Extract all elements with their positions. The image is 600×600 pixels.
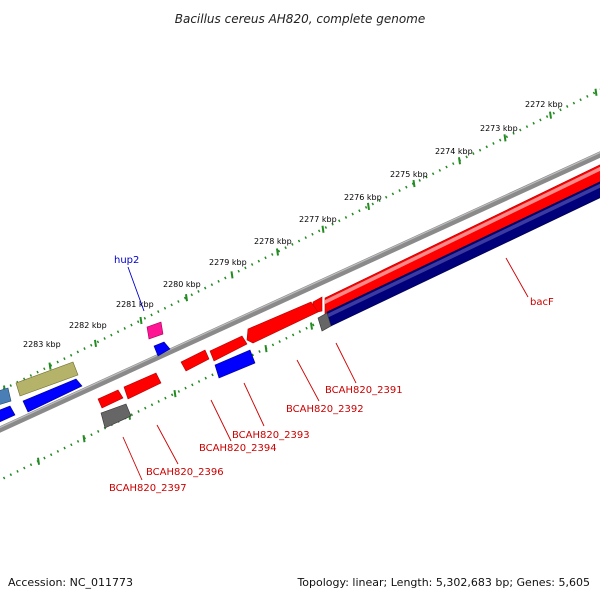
chromosome-backbone-highlight <box>0 151 600 429</box>
gene-bacF[interactable] <box>324 160 600 316</box>
scale-major-tick <box>48 362 52 370</box>
leader-2391 <box>335 342 357 384</box>
leader-lines <box>122 257 529 481</box>
reverse-strand-genes <box>0 181 600 429</box>
label-bcah820-2397[interactable]: BCAH820_2397 <box>109 483 187 494</box>
gene-bcah820-2397[interactable] <box>97 389 124 409</box>
scale-major-tick <box>94 339 97 347</box>
label-bcah820-2391[interactable]: BCAH820_2391 <box>325 385 403 396</box>
leader-bacF <box>505 257 529 298</box>
kbp-label: 2277 kbp <box>299 215 337 224</box>
leader-hup2 <box>127 266 145 312</box>
kbp-label: 2276 kbp <box>344 193 382 202</box>
scale-major-tick <box>367 202 370 211</box>
kbp-label: 2273 kbp <box>480 124 518 133</box>
scale-major-tick <box>549 111 552 119</box>
gene-bcah820-2396[interactable] <box>123 372 162 400</box>
gene-steelblue[interactable] <box>0 387 12 406</box>
gene-gray-small[interactable] <box>317 312 332 332</box>
genome-summary-text: Topology: linear; Length: 5,302,683 bp; … <box>296 576 590 589</box>
gene-navy-highlight <box>327 183 600 318</box>
kbp-label: 2278 kbp <box>254 237 292 246</box>
label-bacF[interactable]: bacF <box>530 297 554 308</box>
scale-major-tick <box>276 248 279 256</box>
gene-blue-edge[interactable] <box>0 405 16 424</box>
gene-blue-left[interactable] <box>22 378 83 413</box>
kbp-label: 2280 kbp <box>163 280 201 289</box>
kbp-label: 2283 kbp <box>23 340 61 349</box>
kbp-label: 2279 kbp <box>209 258 247 267</box>
leader-2396 <box>156 424 179 465</box>
scale-line-lower <box>0 181 600 482</box>
kbp-label: 2274 kbp <box>435 147 473 156</box>
map-title: Bacillus cereus AH820, complete genome <box>175 12 425 26</box>
kbp-label: 2282 kbp <box>69 321 107 330</box>
scale-major-tick <box>185 294 188 302</box>
scale-major-tick <box>321 225 325 233</box>
label-bcah820-2394[interactable]: BCAH820_2394 <box>199 443 277 454</box>
scale-major-tick <box>412 179 416 188</box>
gene-bcah820-2392[interactable] <box>246 301 319 344</box>
kbp-label: 2272 kbp <box>525 100 563 109</box>
gene-hup2[interactable] <box>146 321 164 340</box>
scale-major-tick <box>458 157 461 165</box>
label-bcah820-2393[interactable]: BCAH820_2393 <box>232 430 310 441</box>
label-hup2[interactable]: hup2 <box>114 255 139 266</box>
forward-strand-genes <box>0 160 600 409</box>
gene-bacF-highlight <box>325 166 600 304</box>
scale-major-tick <box>310 322 313 330</box>
gene-blue-small[interactable] <box>153 341 171 357</box>
kbp-label: 2275 kbp <box>390 170 428 179</box>
label-bcah820-2396[interactable]: BCAH820_2396 <box>146 467 224 478</box>
kbp-label: 2281 kbp <box>116 300 154 309</box>
scale-major-tick <box>264 344 268 353</box>
scale-line-upper <box>0 88 600 393</box>
gene-bcah820-2393[interactable] <box>209 335 248 362</box>
leader-2394 <box>210 399 232 442</box>
scale-major-tick <box>173 390 177 398</box>
scale-major-tick <box>37 457 40 465</box>
gene-olive[interactable] <box>15 361 79 397</box>
scale-major-ticks-upper <box>3 88 598 393</box>
scale-major-tick <box>82 435 86 443</box>
gene-labels: hup2 bacF BCAH820_2391 BCAH820_2392 BCAH… <box>109 255 554 494</box>
scale-labels: 2272 kbp 2273 kbp 2274 kbp 2275 kbp 2276… <box>23 100 563 349</box>
leader-2397 <box>122 436 143 481</box>
label-bcah820-2392[interactable]: BCAH820_2392 <box>286 404 364 415</box>
gene-gray[interactable] <box>100 403 132 429</box>
accession-text: Accession: NC_011773 <box>8 576 133 589</box>
chromosome-backbone <box>0 151 600 433</box>
scale-major-tick <box>139 316 143 325</box>
scale-major-tick <box>230 271 234 279</box>
leader-2392 <box>296 359 320 402</box>
scale-major-tick <box>594 88 598 96</box>
scale-major-tick <box>503 134 507 142</box>
gene-blue-mid[interactable] <box>214 349 256 379</box>
leader-2393 <box>243 382 265 427</box>
gene-bcah820-2394[interactable] <box>180 349 210 372</box>
